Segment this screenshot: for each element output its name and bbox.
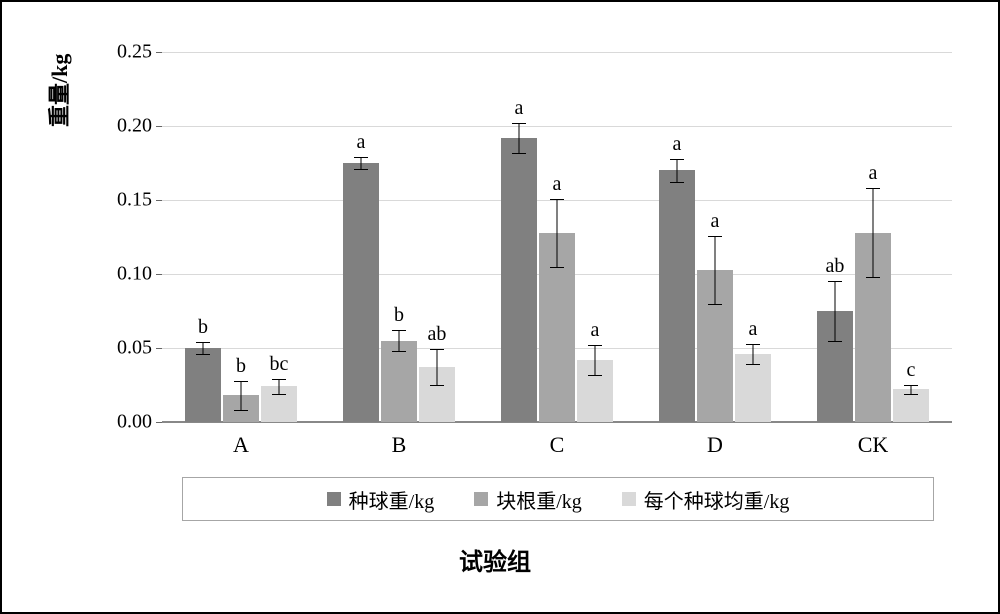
y-tick-label: 0.25 (117, 41, 162, 64)
error-cap (588, 345, 602, 346)
significance-label: a (855, 162, 891, 185)
significance-label: ab (817, 255, 853, 278)
error-cap (670, 182, 684, 183)
significance-label: a (501, 97, 537, 120)
x-category-label: D (707, 422, 723, 458)
error-cap (746, 344, 760, 345)
y-tick-label: 0.05 (117, 337, 162, 360)
error-cap (904, 394, 918, 395)
error-cap (746, 364, 760, 365)
error-cap (234, 381, 248, 382)
error-bar (835, 281, 836, 340)
error-bar (437, 349, 438, 385)
y-axis-label: 重量/kg (42, 54, 74, 127)
legend-label-1: 种球重/kg (349, 485, 435, 514)
error-cap (430, 385, 444, 386)
error-cap (866, 188, 880, 189)
significance-label: a (577, 319, 613, 342)
error-cap (196, 354, 210, 355)
legend-label-2: 块根重/kg (496, 485, 582, 514)
significance-label: b (381, 304, 417, 327)
significance-label: bc (261, 353, 297, 376)
significance-label: c (893, 359, 929, 382)
error-bar (361, 157, 362, 169)
x-axis-label: 试验组 (32, 542, 958, 577)
error-cap (392, 330, 406, 331)
y-tick-label: 0.20 (117, 115, 162, 138)
error-cap (550, 267, 564, 268)
y-tick-label: 0.10 (117, 263, 162, 286)
error-bar (203, 342, 204, 354)
error-cap (234, 410, 248, 411)
y-tick-label: 0.15 (117, 189, 162, 212)
bar (659, 170, 695, 422)
error-cap (430, 349, 444, 350)
error-bar (595, 345, 596, 375)
legend: 种球重/kg 块根重/kg 每个种球均重/kg (182, 477, 934, 521)
error-bar (873, 188, 874, 277)
bar (185, 348, 221, 422)
significance-label: b (223, 355, 259, 378)
x-category-label: CK (858, 422, 889, 458)
bar (381, 341, 417, 422)
y-tick-label: 0.00 (117, 411, 162, 434)
significance-label: a (539, 173, 575, 196)
significance-label: a (697, 210, 733, 233)
legend-swatch-2 (474, 492, 488, 506)
error-cap (272, 379, 286, 380)
error-bar (911, 385, 912, 394)
legend-item-2: 块根重/kg (474, 485, 582, 514)
grid-line (162, 126, 952, 127)
significance-label: a (659, 133, 695, 156)
error-cap (588, 375, 602, 376)
error-cap (354, 169, 368, 170)
error-bar (677, 159, 678, 183)
significance-label: a (735, 318, 771, 341)
bar (501, 138, 537, 422)
error-cap (866, 277, 880, 278)
error-bar (557, 199, 558, 267)
bar (343, 163, 379, 422)
error-cap (392, 351, 406, 352)
error-bar (279, 379, 280, 394)
error-cap (512, 153, 526, 154)
legend-label-3: 每个种球均重/kg (644, 485, 790, 514)
error-cap (272, 394, 286, 395)
error-bar (519, 123, 520, 153)
error-cap (708, 236, 722, 237)
error-bar (715, 236, 716, 304)
error-cap (708, 304, 722, 305)
error-cap (828, 281, 842, 282)
error-bar (399, 330, 400, 351)
x-category-label: B (392, 422, 407, 458)
error-bar (241, 381, 242, 411)
significance-label: a (343, 131, 379, 154)
error-bar (753, 344, 754, 365)
legend-item-1: 种球重/kg (327, 485, 435, 514)
error-cap (550, 199, 564, 200)
error-cap (904, 385, 918, 386)
error-cap (670, 159, 684, 160)
error-cap (512, 123, 526, 124)
chart-frame: 重量/kg 0.000.050.100.150.200.25AbbbcBabab… (0, 0, 1000, 614)
error-cap (828, 341, 842, 342)
grid-line (162, 52, 952, 53)
x-category-label: C (550, 422, 565, 458)
significance-label: ab (419, 323, 455, 346)
legend-item-3: 每个种球均重/kg (622, 485, 790, 514)
legend-swatch-3 (622, 492, 636, 506)
legend-swatch-1 (327, 492, 341, 506)
significance-label: b (185, 316, 221, 339)
error-cap (354, 157, 368, 158)
error-cap (196, 342, 210, 343)
plot-area: 0.000.050.100.150.200.25AbbbcBababCaaaDa… (162, 52, 952, 422)
x-category-label: A (233, 422, 249, 458)
chart-container: 重量/kg 0.000.050.100.150.200.25AbbbcBabab… (32, 32, 958, 592)
